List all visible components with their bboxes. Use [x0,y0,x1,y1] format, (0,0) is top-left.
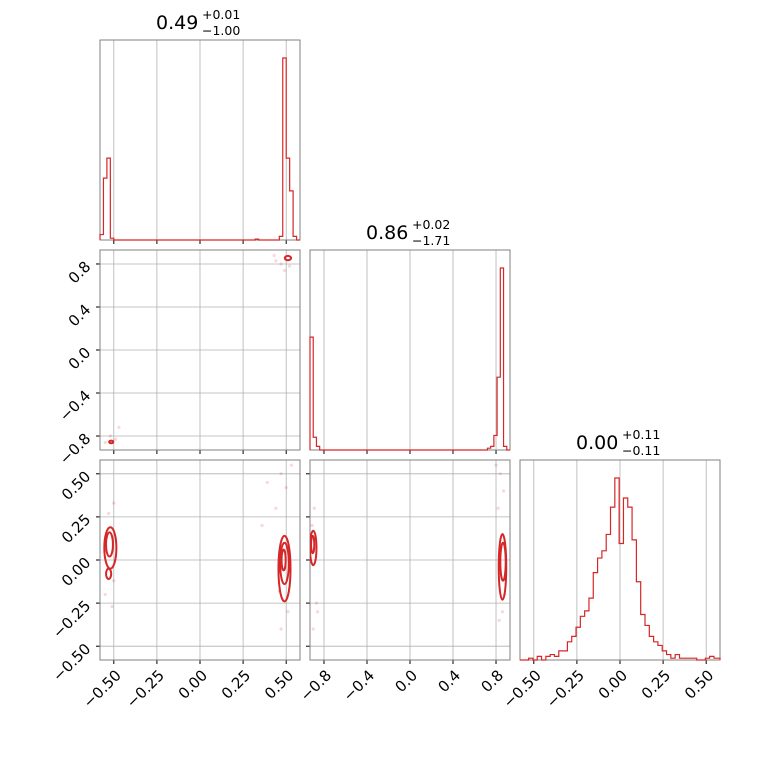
panel-content [103,463,293,631]
panel-frame [519,459,721,661]
sample-point [265,480,269,485]
xtick-label-p2: −0.50 [500,666,545,711]
sample-point [310,523,314,528]
xtick-label-p2: 0.00 [595,666,631,702]
histogram-p2 [520,477,721,661]
density-contour [279,541,290,586]
sample-point [279,472,283,476]
sample-point [260,523,264,528]
ytick-label-p2: 0.25 [58,511,94,547]
sample-point [498,472,502,476]
density-contour [283,254,293,262]
density-contour [310,534,316,555]
ytick-label-p1: 0.4 [65,301,95,331]
xtick-label-p0: 0.00 [175,666,211,702]
ytick-label-p2: −0.50 [49,640,94,685]
xtick-label-p2: 0.25 [638,666,674,702]
sample-point [274,506,278,510]
sample-point [112,501,116,505]
xtick-label-p2: 0.50 [681,666,717,702]
xtick-label-p0: 0.25 [218,666,254,702]
sample-point [312,506,316,510]
panel-frame [99,249,301,451]
ytick-label-p1: 0.8 [65,258,95,288]
histogram-p0 [99,57,300,241]
sample-point [315,610,320,614]
sample-point [117,425,121,430]
scatter-panel-p0_p2 [96,459,301,664]
xtick-label-p0: −0.50 [80,666,125,711]
sample-point [274,259,278,263]
title-median: 0.00 [576,432,618,454]
density-contour [105,567,113,580]
histogram-panel-p1: 0.86 +0.02−1.71 [309,217,511,454]
sample-point [108,434,112,438]
xtick-label-p1: 0.8 [477,666,507,696]
sample-point [286,610,290,614]
panel-content [310,463,508,631]
sample-point [110,604,114,609]
sample-point [288,264,292,268]
histogram-panel-p0: 0.49 +0.01−1.00 [99,7,301,244]
xtick-label-p0: 0.50 [261,666,297,702]
ytick-label-p2: −0.25 [49,597,94,642]
xtick-label-p1: 0.4 [434,666,464,696]
sample-point [314,601,319,605]
title-p1: 0.86 +0.02−1.71 [366,217,450,248]
title-p2: 0.00 +0.11−0.11 [576,427,660,458]
title-upper-error: +0.02 [412,217,450,232]
xtick-label-p0: −0.25 [123,666,168,711]
title-median: 0.86 [366,222,408,244]
sample-point [497,618,501,622]
sample-point [107,511,111,516]
sample-point [112,579,116,583]
ytick-label-p1: −0.4 [56,387,94,425]
histogram-panel-p2: 0.00 +0.11−0.11 [519,427,721,664]
title-lower-error: −1.71 [412,233,450,248]
density-contour [310,529,318,567]
title-lower-error: −0.11 [622,443,660,458]
title-lower-error: −1.00 [202,23,240,38]
sample-point [496,506,500,510]
ytick-label-p2: 0.50 [58,467,94,503]
xtick-label-p1: −0.4 [340,666,378,704]
sample-point [284,485,288,490]
sample-point [289,463,293,467]
ytick-label-p1: 0.0 [65,344,95,374]
density-contour [105,531,114,558]
xtick-label-p2: −0.25 [543,666,588,711]
histogram-p1 [309,267,510,451]
sample-point [279,262,283,266]
sample-point [311,627,315,631]
density-contour [499,541,507,582]
ytick-label-p2: 0.00 [58,554,94,590]
density-contour [277,534,292,603]
title-upper-error: +0.01 [202,7,240,22]
ytick-label-p1: −0.8 [56,430,94,468]
sample-point [103,440,107,445]
sample-point [501,489,506,493]
sample-point [279,627,283,631]
density-contour [108,439,115,445]
sample-point [272,253,276,257]
xtick-label-p1: 0.0 [391,666,421,696]
sample-point [494,463,498,467]
panel-frame [99,459,301,661]
sample-point [113,437,118,441]
sample-point [103,592,107,597]
scatter-panel-p1_p2 [306,459,511,664]
title-median: 0.49 [156,12,198,34]
xtick-label-p1: −0.8 [297,666,335,704]
sample-point [500,610,505,614]
density-contour [280,548,287,572]
panel-content [103,253,293,445]
scatter-panel-p0_p1 [96,249,301,454]
title-upper-error: +0.11 [622,427,660,442]
sample-point [282,268,287,273]
title-p0: 0.49 +0.01−1.00 [156,7,240,38]
